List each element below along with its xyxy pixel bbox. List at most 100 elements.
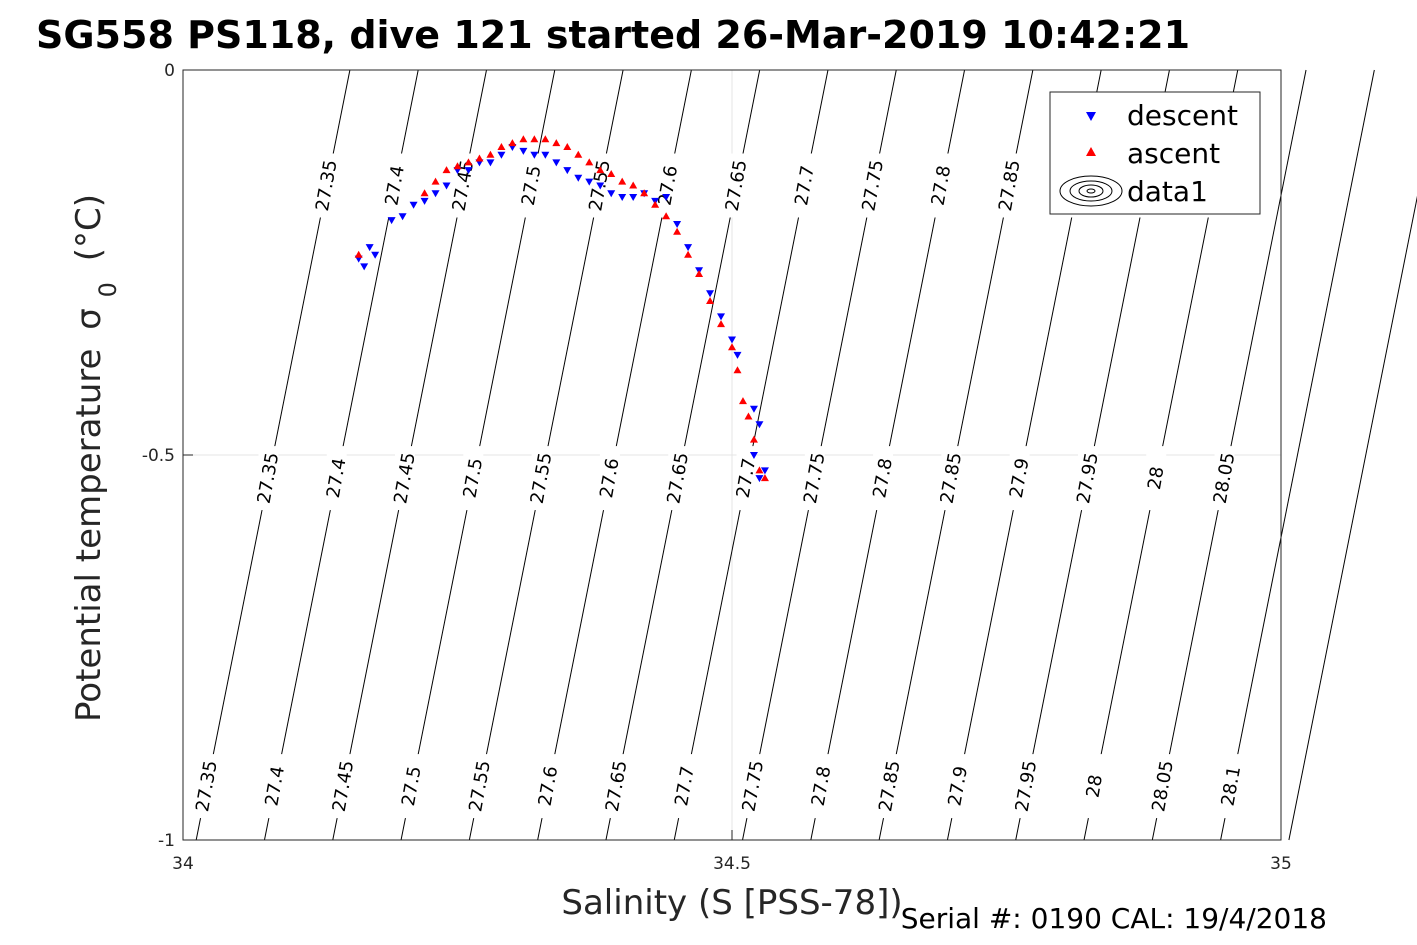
ascent-point-6 (475, 154, 484, 162)
descent-point-17 (530, 151, 539, 159)
y-tick-label-2: -1 (158, 831, 175, 851)
descent-point-20 (563, 167, 572, 175)
x-axis-label: Salinity (S [PSS-78]) (561, 883, 902, 923)
descent-point-36 (733, 351, 742, 359)
descent-point-41 (755, 475, 764, 483)
descent-point-19 (552, 159, 561, 167)
ascent-point-23 (662, 212, 671, 220)
ascent-point-18 (607, 169, 616, 177)
descent-point-6 (409, 201, 418, 209)
descent-point-21 (574, 174, 583, 182)
ascent-point-25 (684, 250, 693, 258)
descent-point-33 (706, 290, 715, 298)
ascent-point-26 (695, 270, 704, 278)
legend-descent-marker (1086, 112, 1096, 121)
legend-descent-label: descent (1127, 99, 1238, 132)
ascent-point-28 (717, 320, 726, 328)
descent-point-16 (519, 147, 528, 155)
ascent-point-8 (497, 143, 506, 150)
descent-point-18 (541, 151, 550, 159)
ascent-point-4 (453, 162, 462, 170)
ascent-point-2 (431, 177, 440, 185)
contour-label-bg-1-10 (941, 446, 962, 511)
contour-label-bg-1-7 (736, 446, 757, 511)
ascent-point-11 (530, 135, 539, 143)
ascent-point-19 (618, 177, 627, 185)
contour-label-bg-2-3 (401, 754, 422, 819)
descent-point-24 (607, 190, 616, 198)
descent-point-3 (371, 251, 380, 259)
contour-label-bg-2-6 (606, 754, 627, 819)
descent-point-25 (618, 194, 627, 202)
descent-point-29 (662, 194, 671, 202)
contour-label-bg-1-14 (1214, 446, 1235, 511)
contour-label-bg-0-3 (521, 153, 542, 218)
ascent-point-1 (420, 189, 429, 197)
ascent-point-10 (519, 135, 528, 143)
ascent-point-24 (673, 227, 682, 235)
ascent-point-32 (744, 412, 753, 420)
contour-label-bg-1-11 (1009, 446, 1030, 511)
contour-label-bg-1-0 (258, 446, 279, 511)
descent-point-11 (464, 167, 473, 175)
contour-label-bg-0-6 (726, 153, 747, 218)
contour-label-bg-2-7 (675, 754, 696, 819)
contour-label-bg-1-5 (599, 446, 620, 511)
contour-label-bg-0-1 (385, 153, 406, 218)
legend-contour-icon (1059, 175, 1123, 207)
descent-point-9 (442, 182, 451, 190)
contour-label-bg-1-4 (531, 446, 552, 511)
descent-point-2 (365, 244, 374, 252)
descent-point-1 (360, 263, 369, 271)
y-tick-label-0: 0 (164, 61, 175, 81)
contour-label-bg-1-12 (1077, 446, 1098, 511)
legend-data1-label: data1 (1127, 175, 1208, 208)
contour-label-bg-1-2 (395, 446, 416, 511)
legend-box (1049, 91, 1261, 215)
ascent-point-35 (760, 474, 769, 482)
ascent-point-12 (541, 135, 550, 143)
contour-label-bg-2-10 (879, 754, 900, 819)
contour-label-bg-2-15 (1221, 754, 1242, 819)
serial-calibration-text: Serial #: 0190 CAL: 19/4/2018 (901, 902, 1327, 935)
contour-label-bg-2-12 (1016, 754, 1037, 819)
y-axis-label-symbol: σ (69, 308, 109, 330)
contour-label-bg-2-11 (948, 754, 969, 819)
ascent-point-34 (755, 466, 764, 474)
ascent-point-22 (651, 200, 660, 208)
legend: descent ascent data1 (1049, 91, 1261, 215)
descent-point-39 (749, 452, 758, 459)
descent-point-5 (398, 213, 407, 221)
data-series (354, 135, 769, 483)
ascent-point-5 (464, 158, 473, 166)
x-tick-label-1: 34.5 (713, 854, 751, 874)
y-axis-ticks: 0 -0.5 -1 (142, 61, 193, 851)
descent-point-26 (629, 194, 638, 202)
ascent-point-0 (354, 250, 363, 258)
ascent-point-13 (552, 139, 561, 147)
contour-label-bg-2-14 (1153, 754, 1174, 819)
contour-label-bg-0-0 (316, 153, 337, 218)
y-axis-label-text: Potential temperature (69, 349, 109, 722)
contour-label-bg-0-5 (658, 153, 679, 218)
descent-point-8 (431, 190, 440, 198)
ascent-point-9 (508, 139, 517, 147)
descent-point-40 (760, 467, 769, 475)
chart-title: SG558 PS118, dive 121 started 26-Mar-201… (36, 13, 1190, 57)
ascent-point-14 (563, 143, 572, 150)
y-tick-label-1: -0.5 (142, 446, 175, 466)
contour-label-bg-2-1 (265, 754, 286, 819)
ascent-point-31 (738, 397, 747, 405)
ascent-point-7 (486, 150, 495, 158)
contour-label-bg-1-3 (463, 446, 484, 511)
descent-point-31 (684, 244, 693, 252)
contour-label-bg-0-9 (931, 153, 952, 218)
ascent-point-30 (733, 366, 742, 374)
contour-line-15 (1220, 69, 1375, 841)
series-ascent (354, 135, 769, 482)
contour-label-bg-0-8 (863, 153, 884, 218)
contour-label-bg-2-5 (538, 754, 559, 819)
contour-label-bg-1-8 (804, 446, 825, 511)
ascent-point-29 (728, 343, 736, 351)
